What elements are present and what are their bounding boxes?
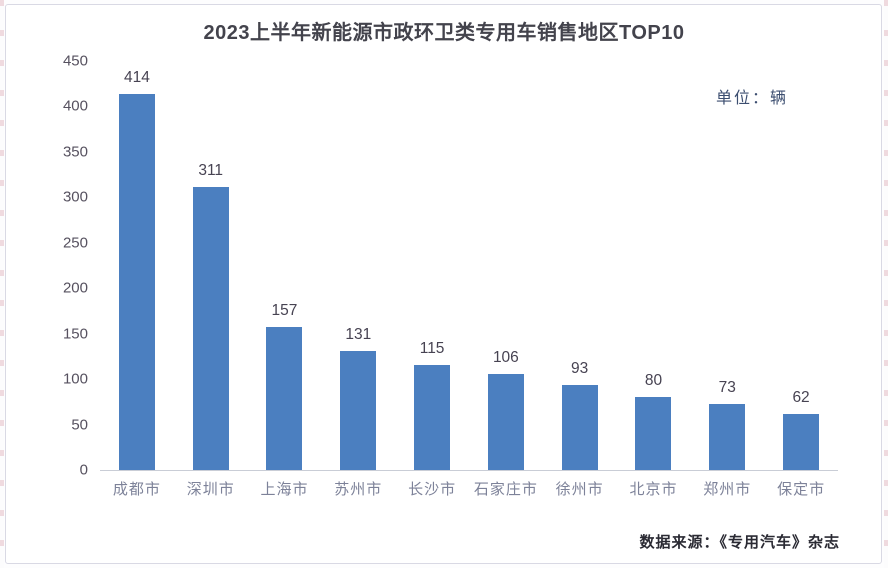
y-tick-label: 300 <box>62 188 88 206</box>
x-tick-label: 成都市 <box>112 481 161 498</box>
plot-area: 414 311 157 131 115 106 93 80 73 62 <box>100 61 838 471</box>
bar <box>709 403 746 470</box>
bar-value-label: 414 <box>123 68 150 86</box>
x-tick-label: 徐州市 <box>555 481 604 498</box>
bar-value-label: 62 <box>792 388 810 406</box>
bar-value-label: 131 <box>345 325 372 343</box>
bar-value-label: 80 <box>644 372 663 390</box>
bar-slot: 311 <box>174 61 248 470</box>
bar-value-label: 106 <box>492 348 519 366</box>
bar-value-label: 157 <box>271 302 298 320</box>
unit-label: 单位：辆 <box>715 90 788 107</box>
y-tick-label: 250 <box>62 234 88 252</box>
x-tick-label: 郑州市 <box>703 481 752 498</box>
bar-slot: 73 <box>690 61 764 470</box>
bar-value-label: 311 <box>198 162 224 180</box>
x-tick-label: 深圳市 <box>186 481 235 498</box>
bar <box>783 413 820 470</box>
y-tick-label: 100 <box>62 370 88 388</box>
y-tick-label: 0 <box>79 461 88 479</box>
y-tick-label: 150 <box>62 325 88 343</box>
source-label: 数据来源：《专用汽车》杂志 <box>639 534 840 551</box>
chart-title: 2023上半年新能源市政环卫类专用车销售地区TOP10 <box>203 22 685 44</box>
bar <box>414 365 451 470</box>
bar <box>118 93 155 470</box>
bar <box>487 373 524 470</box>
bar-value-label: 73 <box>718 378 736 396</box>
bar-value-label: 115 <box>419 340 445 358</box>
bar-slot: 115 <box>395 61 469 470</box>
x-tick-label: 保定市 <box>777 481 826 498</box>
bar-value-label: 93 <box>571 360 589 378</box>
left-edge-artifact <box>0 0 4 568</box>
y-tick-label: 400 <box>62 97 88 115</box>
bar <box>192 187 229 470</box>
y-tick-label: 200 <box>62 279 88 297</box>
bar-slot: 106 <box>469 61 543 470</box>
x-tick-label: 北京市 <box>629 481 678 498</box>
x-tick-label: 苏州市 <box>334 481 383 498</box>
y-axis: 0 50 100 150 200 250 300 350 400 450 <box>0 53 88 479</box>
bars-row: 414 311 157 131 115 106 93 80 73 62 <box>100 61 838 470</box>
bar <box>340 350 377 470</box>
y-tick-label: 50 <box>71 416 88 434</box>
bar-slot: 414 <box>100 61 174 470</box>
bar-slot: 131 <box>321 61 395 470</box>
x-axis: 成都市 深圳市 上海市 苏州市 长沙市 石家庄市 徐州市 北京市 郑州市 保定市 <box>100 478 838 499</box>
right-edge-artifact <box>884 0 888 568</box>
y-tick-label: 350 <box>62 143 88 161</box>
bar-slot: 157 <box>248 61 322 470</box>
bar-slot: 80 <box>617 61 691 470</box>
bar <box>635 397 672 470</box>
bar-slot: 62 <box>764 61 838 470</box>
x-tick-label: 上海市 <box>260 481 309 498</box>
bar <box>266 327 303 470</box>
x-tick-label: 长沙市 <box>408 481 457 498</box>
y-tick-label: 450 <box>62 52 88 70</box>
x-tick-label: 石家庄市 <box>473 481 538 498</box>
bar <box>561 385 598 470</box>
bar-slot: 93 <box>543 61 617 470</box>
